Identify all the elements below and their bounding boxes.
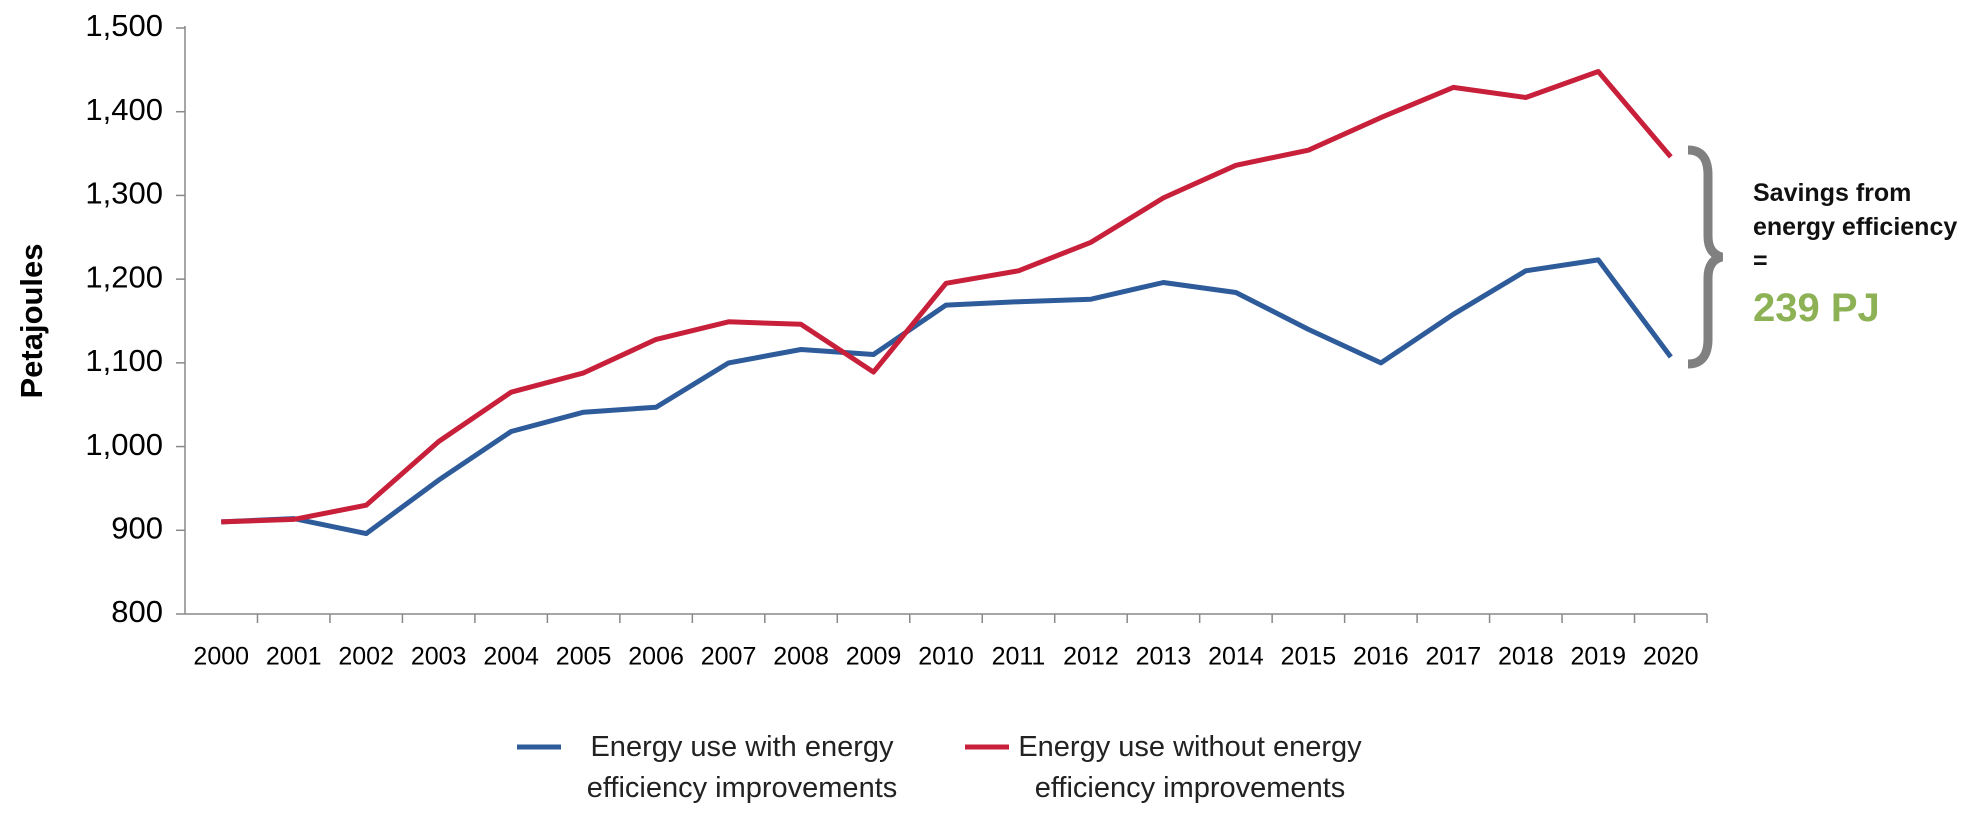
y-tick-label: 1,000 bbox=[85, 427, 163, 462]
x-tick-label: 2016 bbox=[1353, 643, 1409, 671]
x-tick-label: 2018 bbox=[1498, 643, 1554, 671]
x-tick-label: 2009 bbox=[846, 643, 902, 671]
y-axis-title: Petajoules bbox=[14, 243, 49, 398]
x-tick-label: 2004 bbox=[483, 643, 539, 671]
series-line bbox=[221, 69, 1673, 525]
x-tick-label: 2019 bbox=[1570, 643, 1626, 671]
x-tick-label: 2011 bbox=[992, 643, 1046, 671]
x-tick-label: 2020 bbox=[1643, 643, 1699, 671]
y-tick-label: 1,200 bbox=[85, 259, 163, 294]
y-tick-label: 800 bbox=[111, 594, 163, 629]
legend-label: Energy use with energy efficiency improv… bbox=[586, 731, 898, 804]
x-tick-label: 2007 bbox=[701, 643, 757, 671]
x-tick-label: 2013 bbox=[1136, 643, 1192, 671]
y-tick-label: 900 bbox=[111, 510, 163, 545]
y-tick-label: 1,300 bbox=[85, 176, 163, 211]
x-tick-label: 2012 bbox=[1063, 643, 1119, 671]
y-tick-label: 1,500 bbox=[85, 8, 163, 43]
x-tick-label: 2002 bbox=[338, 643, 394, 671]
annotation-value: 239 PJ bbox=[1753, 286, 1880, 330]
series-line bbox=[221, 257, 1673, 537]
legend-label: Energy use without energy efficiency imp… bbox=[1018, 731, 1362, 804]
x-tick-label: 2005 bbox=[556, 643, 612, 671]
x-tick-label: 2015 bbox=[1281, 643, 1337, 671]
x-tick-label: 2017 bbox=[1426, 643, 1482, 671]
y-tick-label: 1,100 bbox=[85, 343, 163, 378]
annotation: Savings from energy efficiency = bbox=[1753, 179, 1958, 275]
x-tick-label: 2014 bbox=[1208, 643, 1264, 671]
x-tick-label: 2008 bbox=[773, 643, 829, 671]
x-tick-label: 2010 bbox=[918, 643, 974, 671]
savings-brace bbox=[1687, 145, 1724, 369]
x-tick-label: 2000 bbox=[193, 643, 249, 671]
x-tick-label: 2003 bbox=[411, 643, 467, 671]
x-tick-label: 2001 bbox=[266, 643, 322, 671]
y-tick-label: 1,400 bbox=[85, 92, 163, 127]
x-tick-label: 2006 bbox=[628, 643, 684, 671]
